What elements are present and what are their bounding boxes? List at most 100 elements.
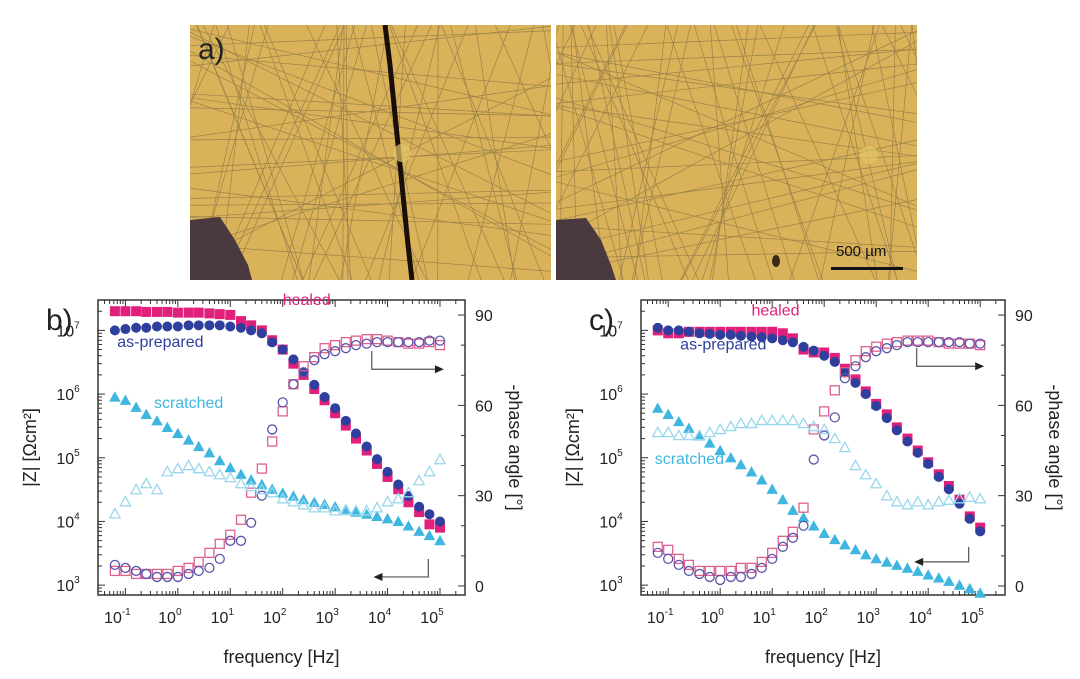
data-point-triangle bbox=[735, 459, 747, 469]
data-point-circle bbox=[257, 328, 267, 338]
x-tick-label: 104 bbox=[909, 607, 933, 627]
data-point-square bbox=[205, 548, 214, 557]
data-point-circle bbox=[341, 416, 351, 426]
data-point-triangle bbox=[933, 572, 945, 582]
data-point-circle bbox=[850, 378, 860, 388]
data-point-triangle bbox=[434, 535, 446, 545]
data-point-triangle bbox=[818, 528, 830, 538]
data-point-triangle bbox=[204, 447, 216, 457]
y-tick-label: 104 bbox=[599, 511, 623, 531]
data-point-circle bbox=[767, 333, 777, 343]
data-point-triangle bbox=[172, 428, 184, 438]
data-point-triangle bbox=[746, 466, 758, 476]
x-tick-exponent: 0 bbox=[718, 607, 724, 618]
arrow-right-line bbox=[917, 348, 975, 366]
data-point-triangle bbox=[704, 437, 716, 447]
data-point-triangle bbox=[424, 530, 436, 540]
y-tick-label: 105 bbox=[599, 448, 623, 468]
data-point-circle bbox=[799, 521, 808, 530]
data-point-circle bbox=[768, 554, 777, 563]
data-point-triangle bbox=[787, 504, 799, 514]
data-point-triangle bbox=[414, 475, 424, 484]
series-as-prepared-phase bbox=[110, 336, 444, 581]
data-point-circle bbox=[132, 566, 141, 575]
data-point-triangle bbox=[860, 549, 872, 559]
data-point-circle bbox=[330, 403, 340, 413]
data-point-triangle bbox=[882, 490, 892, 499]
data-point-triangle bbox=[974, 587, 986, 597]
data-point-triangle bbox=[965, 492, 975, 501]
y-tick-exponent: 6 bbox=[617, 384, 623, 395]
data-point-square bbox=[225, 310, 235, 320]
data-point-circle bbox=[861, 353, 870, 362]
x-tick-label: 100 bbox=[701, 607, 725, 627]
y2-tick-label: 30 bbox=[475, 489, 493, 506]
data-point-triangle bbox=[173, 463, 183, 472]
data-point-circle bbox=[120, 324, 130, 334]
data-point-circle bbox=[268, 425, 277, 434]
data-point-triangle bbox=[662, 409, 674, 419]
data-point-circle bbox=[257, 491, 266, 500]
y2-tick-label: 60 bbox=[475, 398, 493, 415]
data-point-circle bbox=[341, 344, 350, 353]
data-point-triangle bbox=[777, 494, 789, 504]
data-point-circle bbox=[716, 575, 725, 584]
data-point-triangle bbox=[767, 415, 777, 424]
data-point-circle bbox=[194, 320, 204, 330]
data-point-triangle bbox=[870, 553, 882, 563]
data-point-circle bbox=[142, 569, 151, 578]
x-tick-label: 103 bbox=[857, 607, 881, 627]
data-point-square bbox=[664, 545, 673, 554]
data-point-circle bbox=[131, 323, 141, 333]
data-point-triangle bbox=[922, 569, 934, 579]
data-point-circle bbox=[674, 560, 683, 569]
series-annotation: healed bbox=[283, 292, 331, 309]
data-point-circle bbox=[851, 362, 860, 371]
scale-bar bbox=[831, 267, 903, 270]
x-axis-label: frequency [Hz] bbox=[765, 647, 881, 667]
y-tick-exponent: 5 bbox=[617, 448, 623, 459]
data-point-circle bbox=[372, 454, 382, 464]
data-point-circle bbox=[110, 560, 119, 569]
data-point-circle bbox=[871, 401, 881, 411]
data-point-triangle bbox=[788, 415, 798, 424]
data-point-circle bbox=[809, 455, 818, 464]
data-point-triangle bbox=[162, 422, 174, 432]
series-healed-phase bbox=[110, 335, 444, 579]
data-point-circle bbox=[373, 338, 382, 347]
data-point-triangle bbox=[435, 454, 445, 463]
data-point-triangle bbox=[673, 416, 685, 426]
data-point-triangle bbox=[131, 484, 141, 493]
y-tick-label: 105 bbox=[56, 448, 80, 468]
data-point-triangle bbox=[964, 583, 976, 593]
data-point-triangle bbox=[652, 402, 664, 412]
arrow-right-head bbox=[975, 362, 984, 370]
data-point-circle bbox=[236, 323, 246, 333]
x-tick-exponent: 4 bbox=[386, 607, 392, 618]
data-point-square bbox=[268, 437, 277, 446]
y-tick-exponent: 4 bbox=[74, 511, 80, 522]
data-point-triangle bbox=[183, 434, 195, 444]
data-point-circle bbox=[288, 354, 298, 364]
data-point-triangle bbox=[382, 513, 394, 523]
y-tick-exponent: 4 bbox=[617, 511, 623, 522]
data-point-circle bbox=[184, 320, 194, 330]
data-point-circle bbox=[934, 472, 944, 482]
x-tick-exponent: 4 bbox=[926, 607, 932, 618]
arrow-right-line bbox=[372, 351, 435, 369]
data-point-triangle bbox=[424, 466, 434, 475]
y-tick-exponent: 3 bbox=[74, 575, 80, 586]
data-point-circle bbox=[653, 323, 663, 333]
data-point-triangle bbox=[923, 500, 933, 509]
data-point-triangle bbox=[840, 442, 850, 451]
x-tick-exponent: 5 bbox=[438, 607, 444, 618]
data-point-circle bbox=[892, 425, 902, 435]
x-tick-label: 10-1 bbox=[104, 607, 131, 627]
series-scratched-z- bbox=[109, 391, 446, 545]
series-scratched-z- bbox=[652, 402, 986, 597]
data-point-circle bbox=[121, 563, 130, 572]
panel-a-label: a) bbox=[198, 33, 225, 67]
micrograph-scratched: a) bbox=[190, 25, 551, 280]
